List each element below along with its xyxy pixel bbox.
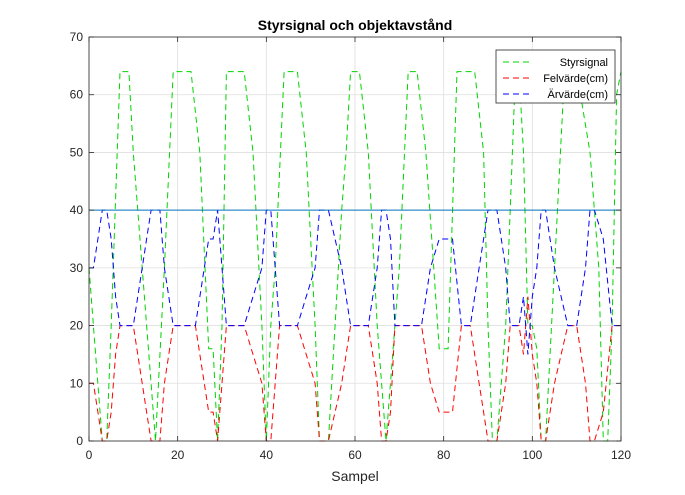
x-tick-label: 60: [348, 448, 362, 462]
x-axis-label: Sampel: [331, 468, 378, 484]
y-tick-label: 70: [70, 30, 84, 44]
y-tick-label: 40: [70, 203, 84, 217]
legend-label: Felvärde(cm): [543, 73, 608, 85]
legend: Styrsignal Felvärde(cm) Ärvärde(cm): [495, 49, 616, 104]
y-tick-label: 60: [70, 88, 84, 102]
y-tick-label: 10: [70, 376, 84, 390]
x-tick-label: 20: [171, 448, 185, 462]
legend-label: Styrsignal: [560, 57, 608, 69]
plot-area: [88, 71, 622, 442]
y-tick-label: 20: [70, 319, 84, 333]
chart-title: Styrsignal och objektavstånd: [258, 17, 453, 33]
x-tick-label: 100: [522, 448, 542, 462]
y-tick-label: 30: [70, 261, 84, 275]
y-tick-label: 0: [76, 434, 83, 448]
x-tick-label: 0: [86, 448, 93, 462]
axis-ticks: 0 20 40 60 80 100 120 0 10 20 30 40 50 60 70: [70, 30, 632, 462]
series-line-styrsignal: [88, 71, 622, 442]
y-tick-label: 50: [70, 145, 84, 159]
series-line-felv-rde-cm: [89, 296, 621, 442]
x-tick-label: 80: [437, 448, 451, 462]
x-tick-label: 40: [260, 448, 274, 462]
x-tick-label: 120: [611, 448, 631, 462]
legend-label: Ärvärde(cm): [547, 89, 608, 101]
